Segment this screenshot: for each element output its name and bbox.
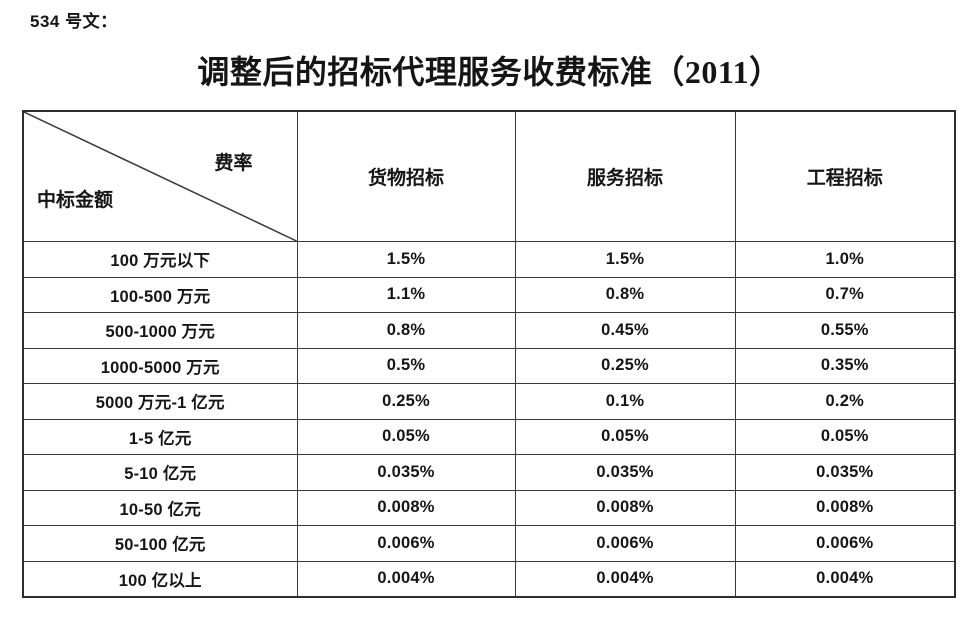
- rate-value-cell: 0.035%: [514, 454, 736, 491]
- row-label-amount-tier: 10-50 亿元: [22, 489, 298, 526]
- rate-value-cell: 0.035%: [734, 454, 956, 491]
- corner-label-rate: 费率: [214, 153, 253, 174]
- rate-value-cell: 0.45%: [514, 312, 736, 349]
- rate-value-cell: 0.035%: [296, 454, 516, 491]
- row-label-amount-tier: 100-500 万元: [22, 276, 298, 313]
- row-label-amount-tier: 500-1000 万元: [22, 312, 298, 349]
- rate-value-cell: 0.1%: [514, 383, 736, 420]
- rate-value-cell: 0.35%: [734, 347, 956, 384]
- table-row: 100 亿以上 0.004% 0.004% 0.004%: [22, 560, 956, 598]
- rate-value-cell: 0.8%: [514, 276, 736, 313]
- row-label-amount-tier: 100 亿以上: [22, 560, 298, 598]
- rate-value-cell: 0.25%: [296, 383, 516, 420]
- rate-value-cell: 1.5%: [296, 241, 516, 278]
- table-row: 100 万元以下 1.5% 1.5% 1.0%: [22, 241, 956, 278]
- row-label-amount-tier: 100 万元以下: [22, 241, 298, 278]
- row-label-amount-tier: 1000-5000 万元: [22, 347, 298, 384]
- table-row: 1-5 亿元 0.05% 0.05% 0.05%: [22, 418, 956, 455]
- rate-value-cell: 0.004%: [514, 560, 736, 598]
- rate-value-cell: 0.8%: [296, 312, 516, 349]
- rate-value-cell: 1.5%: [514, 241, 736, 278]
- rate-value-cell: 0.008%: [514, 489, 736, 526]
- rate-value-cell: 1.0%: [734, 241, 956, 278]
- page-title: 调整后的招标代理服务收费标准（2011）: [197, 54, 782, 90]
- table-row: 5000 万元-1 亿元 0.25% 0.1% 0.2%: [22, 383, 956, 420]
- diagonal-divider-line: [24, 112, 297, 241]
- rate-value-cell: 0.006%: [514, 525, 736, 562]
- table-row: 500-1000 万元 0.8% 0.45% 0.55%: [22, 312, 956, 349]
- row-label-amount-tier: 50-100 亿元: [22, 525, 298, 562]
- diagonal-corner-cell: 费率 中标金额: [22, 110, 298, 242]
- table-row: 1000-5000 万元 0.5% 0.25% 0.35%: [22, 347, 956, 384]
- row-label-amount-tier: 5000 万元-1 亿元: [22, 383, 298, 420]
- header-row: 费率 中标金额 货物招标 服务招标 工程招标: [22, 110, 956, 242]
- rate-value-cell: 0.006%: [734, 525, 956, 562]
- fee-rate-table: 费率 中标金额 货物招标 服务招标 工程招标 100 万元以下 1.5% 1.5% 1…: [22, 110, 956, 598]
- corner-label-bid-amount: 中标金额: [37, 190, 114, 211]
- table-row: 50-100 亿元 0.006% 0.006% 0.006%: [22, 525, 956, 562]
- table-body: 100 万元以下 1.5% 1.5% 1.0% 100-500 万元 1.1% 0.8% 0.…: [22, 241, 956, 598]
- rate-value-cell: 0.008%: [296, 489, 516, 526]
- rate-value-cell: 1.1%: [296, 276, 516, 313]
- rate-value-cell: 0.004%: [296, 560, 516, 598]
- rate-value-cell: 0.05%: [296, 418, 516, 455]
- rate-value-cell: 0.7%: [734, 276, 956, 313]
- rate-value-cell: 0.2%: [734, 383, 956, 420]
- doc-number-label: 534 号文：: [30, 12, 118, 31]
- column-header-services: 服务招标: [514, 110, 736, 242]
- rate-value-cell: 0.006%: [296, 525, 516, 562]
- table-header: 费率 中标金额 货物招标 服务招标 工程招标: [22, 110, 956, 242]
- rate-value-cell: 0.004%: [734, 560, 956, 598]
- table-row: 10-50 亿元 0.008% 0.008% 0.008%: [22, 489, 956, 526]
- rate-value-cell: 0.25%: [514, 347, 736, 384]
- column-header-goods: 货物招标: [296, 110, 516, 242]
- row-label-amount-tier: 5-10 亿元: [22, 454, 298, 491]
- table-row: 5-10 亿元 0.035% 0.035% 0.035%: [22, 454, 956, 491]
- table-row: 100-500 万元 1.1% 0.8% 0.7%: [22, 276, 956, 313]
- rate-value-cell: 0.5%: [296, 347, 516, 384]
- row-label-amount-tier: 1-5 亿元: [22, 418, 298, 455]
- column-header-engineering: 工程招标: [734, 110, 956, 242]
- rate-value-cell: 0.008%: [734, 489, 956, 526]
- rate-value-cell: 0.55%: [734, 312, 956, 349]
- rate-value-cell: 0.05%: [734, 418, 956, 455]
- rate-value-cell: 0.05%: [514, 418, 736, 455]
